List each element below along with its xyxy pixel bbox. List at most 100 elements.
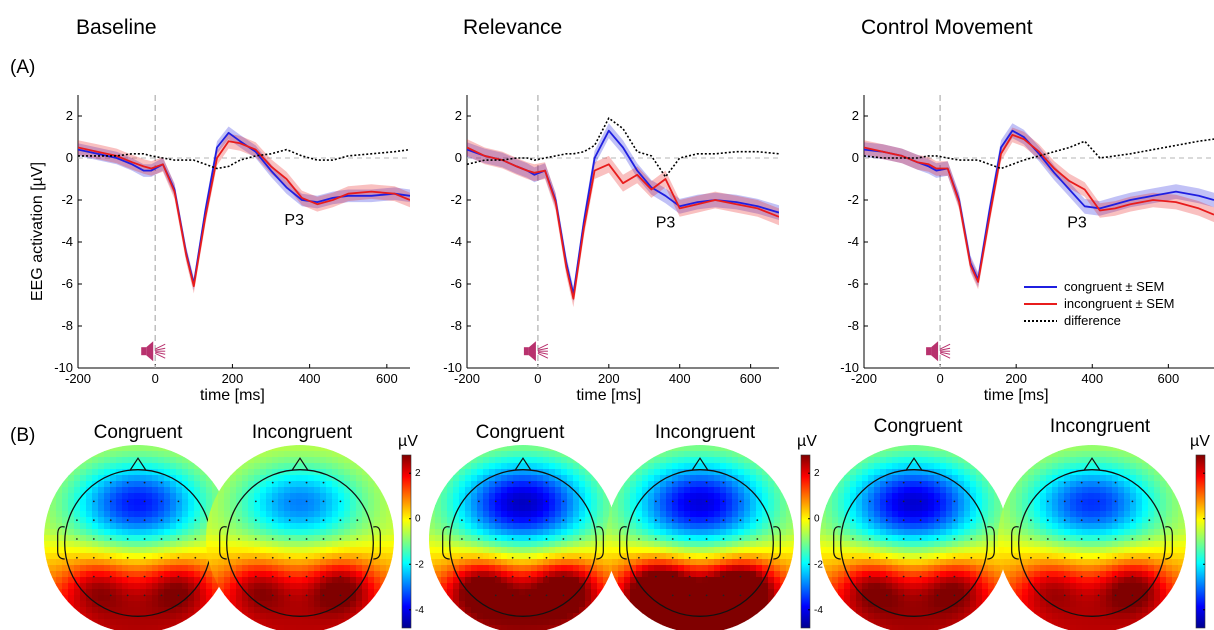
topomap-3: Incongruent [606, 422, 794, 630]
topomap-4: Congruent [820, 416, 1008, 630]
title-baseline: Baseline [76, 16, 157, 39]
colorbar-tick: -2 [415, 559, 424, 570]
panel-label-a: (A) [10, 57, 35, 78]
series-line-1 [467, 146, 779, 300]
series-line-0 [864, 129, 1214, 281]
x-axis-label: time [ms] [576, 387, 641, 404]
y-tick-label: -4 [61, 234, 73, 249]
topomap-field [998, 445, 1186, 630]
colorbar-gradient [800, 454, 811, 629]
colorbar-gradient [1195, 454, 1206, 629]
topomap-1: Incongruent [206, 422, 394, 630]
right-ear [373, 526, 381, 560]
colorbar-tick: 0 [814, 514, 820, 525]
colorbar-tick: -2 [814, 559, 823, 570]
x-tick-label: 600 [740, 371, 762, 386]
x-tick-label: 0 [936, 371, 943, 386]
y-tick-label: -10 [54, 360, 73, 375]
x-axis-label: time [ms] [984, 387, 1049, 404]
y-tick-label: 2 [455, 108, 462, 123]
colorbar-unit: µV [1190, 433, 1210, 450]
colorbar-tick: 0 [415, 514, 421, 525]
left-ear [442, 526, 450, 560]
y-tick-label: 0 [852, 150, 859, 165]
head-outline [626, 469, 774, 617]
head-outline [226, 469, 374, 617]
colorbar-tick: 2 [814, 468, 820, 479]
topomap-title: Congruent [94, 422, 183, 443]
colorbars: µV 2 0 -2 -4 µV 2 0 -2 -4 µV [398, 433, 1210, 629]
series-group [864, 123, 1214, 290]
nose [1083, 457, 1101, 471]
right-ear [1165, 526, 1173, 560]
legend-label-0: congruent ± SEM [1064, 279, 1164, 294]
topomap-title: Congruent [476, 422, 565, 443]
sem-band-0 [467, 123, 779, 302]
erp-panel-0: 2 0 -2 -4 -6 -8 -10-200 0 200 400 600 time [ms] EEG … [29, 95, 410, 404]
topo-panels: Congruent Incongruent Congruent Incongruent… [44, 416, 1186, 630]
legend-label-2: difference [1064, 313, 1121, 328]
speaker-icon [523, 341, 549, 362]
topomap-field [206, 445, 394, 630]
series-line-2 [78, 148, 410, 170]
y-tick-label: -2 [847, 192, 859, 207]
topomap-title: Incongruent [655, 422, 756, 443]
x-tick-label: 0 [534, 371, 541, 386]
legend: congruent ± SEM incongruent ± SEM differen… [1024, 279, 1174, 328]
series-line-2 [864, 138, 1214, 170]
x-tick-label: 400 [299, 371, 321, 386]
y-tick-label: 0 [66, 150, 73, 165]
topomap-title: Incongruent [252, 422, 353, 443]
y-tick-label: -2 [61, 192, 73, 207]
sem-band-1 [467, 139, 779, 308]
title-relevance: Relevance [463, 16, 562, 39]
series-group [78, 126, 410, 294]
y-tick-label: -10 [840, 360, 859, 375]
series-line-1 [78, 140, 410, 287]
x-tick-label: 600 [1157, 371, 1179, 386]
x-tick-label: -200 [65, 371, 91, 386]
y-tick-label: -6 [847, 276, 859, 291]
y-tick-label: -6 [450, 276, 462, 291]
series-line-2 [467, 117, 779, 178]
left-ear [1011, 526, 1019, 560]
nose [291, 457, 309, 471]
head-outline [449, 469, 597, 617]
nose [905, 457, 923, 471]
series-line-1 [864, 134, 1214, 283]
colorbar-gradient [401, 454, 412, 629]
x-tick-label: 200 [1005, 371, 1027, 386]
colorbar-unit: µV [797, 433, 817, 450]
topomap-field [429, 445, 617, 630]
y-tick-label: -8 [61, 318, 73, 333]
colorbar-0: µV 2 0 -2 -4 [398, 433, 424, 629]
colorbar-tick: 2 [415, 468, 421, 479]
y-tick-label: -6 [61, 276, 73, 291]
left-ear [57, 526, 65, 560]
y-tick-label: -4 [450, 234, 462, 249]
y-tick-label: -8 [450, 318, 462, 333]
p3-label: P3 [284, 212, 304, 229]
right-ear [987, 526, 995, 560]
x-tick-label: 200 [222, 371, 244, 386]
colorbar-tick: -4 [415, 605, 424, 616]
left-ear [619, 526, 627, 560]
colorbar-2: µV [1190, 433, 1210, 629]
y-tick-label: -4 [847, 234, 859, 249]
colorbar-unit: µV [398, 433, 418, 450]
y-tick-label: -2 [450, 192, 462, 207]
series-group [467, 117, 779, 308]
sem-band-1 [78, 133, 410, 294]
nose [514, 457, 532, 471]
x-tick-label: 0 [152, 371, 159, 386]
right-ear [596, 526, 604, 560]
colorbar-tick: -4 [814, 605, 823, 616]
x-tick-label: -200 [851, 371, 877, 386]
y-axis-label: EEG activation [µV] [29, 162, 46, 301]
x-tick-label: 400 [1081, 371, 1103, 386]
topomap-field [606, 445, 794, 630]
series-line-0 [467, 129, 779, 296]
y-tick-label: 2 [66, 108, 73, 123]
nose [129, 457, 147, 471]
